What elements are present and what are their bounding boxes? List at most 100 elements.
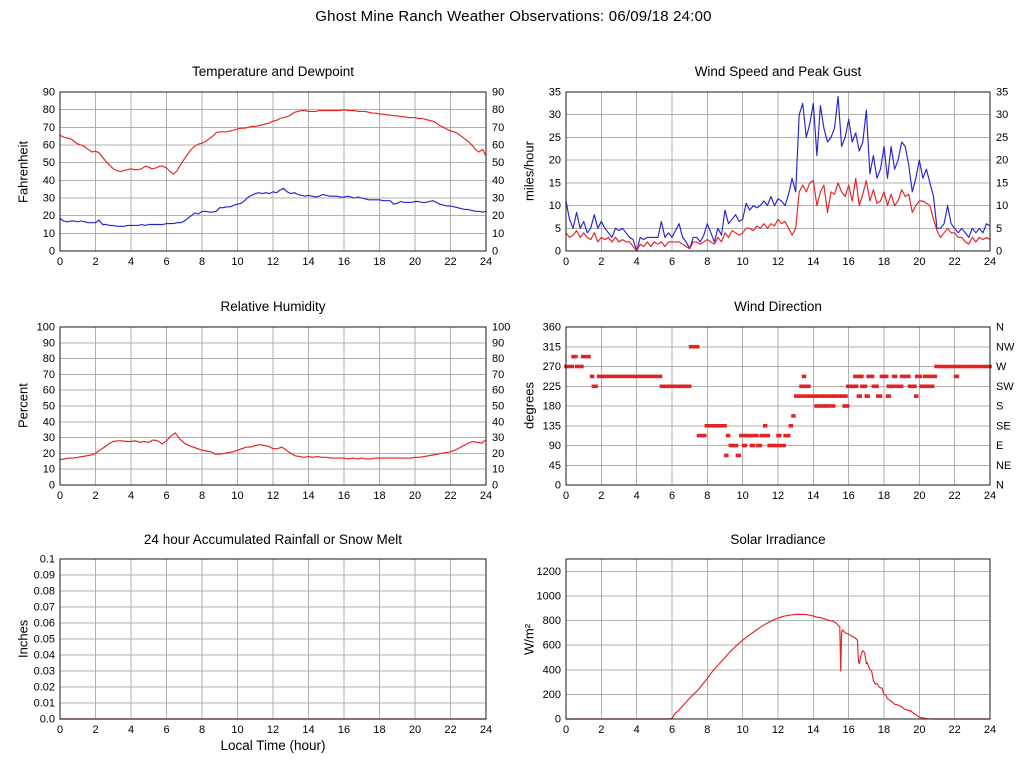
- series-solar-irradiance: [566, 613, 990, 720]
- x-tick-label: 2: [92, 256, 98, 268]
- x-tick-label: 18: [878, 490, 890, 502]
- x-tick-label: 24: [480, 724, 492, 736]
- y-tick-label-right: NW: [996, 341, 1015, 353]
- page-title: Ghost Mine Ranch Weather Observations: 0…: [315, 8, 712, 25]
- y-tick-label: 70: [43, 122, 55, 134]
- wind-direction-mark: [591, 384, 598, 389]
- wind-direction-mark: [725, 433, 731, 438]
- wind-direction-mark: [871, 384, 879, 389]
- wind-direction-mark: [589, 374, 595, 379]
- x-tick-label: 8: [704, 490, 710, 502]
- y-tick-label-right: 0: [996, 246, 1002, 258]
- y-tick-label-right: 90: [492, 337, 504, 349]
- chart-solar-irradiance: 0 200 400 600 800 1000 1200 0 2 4 6 8 10 12 14 16 18 20 22…: [520, 553, 1027, 744]
- x-tick-label: 4: [634, 724, 640, 736]
- wind-direction-mark: [953, 374, 960, 379]
- x-tick-label: 8: [199, 490, 205, 502]
- y-tick-label: 80: [43, 353, 55, 365]
- y-tick-label: 200: [543, 689, 561, 701]
- x-tick-label: 14: [302, 490, 314, 502]
- wind-direction-mark: [842, 404, 850, 408]
- x-tick-label: 22: [444, 256, 456, 268]
- wind-direction-mark: [814, 404, 822, 408]
- x-tick-label: 6: [163, 724, 169, 736]
- y-tick-label: 360: [543, 322, 561, 334]
- wind-direction-mark: [749, 443, 756, 448]
- x-tick-label: 2: [598, 724, 604, 736]
- y-tick-label: 0.0: [40, 714, 55, 726]
- y-tick-label: 50: [43, 401, 55, 413]
- wind-direction-mark: [876, 394, 883, 398]
- y-tick-label-right: 20: [492, 448, 504, 460]
- x-tick-label: 22: [949, 256, 961, 268]
- y-tick-label: 90: [43, 87, 55, 99]
- y-tick-label-right: 40: [492, 175, 504, 187]
- x-tick-label: 4: [634, 256, 640, 268]
- y-tick-label: 0.02: [34, 682, 55, 694]
- chart-relative-humidity: 0 0 10 10 20 20 30 30 40 40 50 50 60 60 70 70 80 80 90 90 10…: [14, 321, 526, 510]
- x-tick-label: 0: [563, 724, 569, 736]
- x-tick-label: 14: [302, 724, 314, 736]
- y-tick-label: 0.06: [34, 618, 55, 630]
- y-tick-label-right: 70: [492, 369, 504, 381]
- panel-title-temperature: Temperature and Dewpoint: [191, 64, 355, 79]
- wind-direction-mark: [820, 404, 826, 408]
- x-axis-label: Local Time (hour): [220, 738, 326, 753]
- wind-direction-mark: [696, 433, 707, 438]
- x-tick-label: 12: [267, 724, 279, 736]
- wind-direction-mark: [922, 374, 937, 379]
- y-tick-label-right: SE: [996, 420, 1011, 432]
- y-tick-label-right: 5: [996, 223, 1002, 235]
- wind-direction-mark: [764, 433, 771, 438]
- y-tick-label: 180: [543, 401, 561, 413]
- x-tick-label: 22: [444, 724, 456, 736]
- x-tick-label: 8: [199, 256, 205, 268]
- series-relative-humidity: [59, 432, 487, 461]
- x-tick-label: 20: [913, 256, 925, 268]
- x-tick-label: 14: [807, 256, 819, 268]
- y-tick-label: 40: [43, 175, 55, 187]
- panel-title-humidity: Relative Humidity: [220, 299, 326, 314]
- wind-direction-mark: [724, 453, 729, 458]
- y-tick-label: 30: [549, 109, 561, 121]
- y-tick-label-right: 10: [492, 228, 504, 240]
- x-tick-label: 24: [984, 256, 996, 268]
- y-tick-label: 45: [549, 460, 561, 472]
- y-tick-label: 315: [543, 341, 561, 353]
- panel-title-solar: Solar Irradiance: [730, 532, 826, 547]
- plot-border: [59, 326, 487, 486]
- y-tick-label: 0.01: [34, 698, 55, 710]
- x-tick-label: 14: [807, 490, 819, 502]
- x-tick-label: 10: [231, 724, 243, 736]
- wind-direction-mark: [907, 384, 917, 389]
- y-tick-label-right: 60: [492, 385, 504, 397]
- wind-direction-mark: [776, 433, 782, 438]
- wind-direction-mark: [659, 384, 692, 389]
- wind-direction-mark: [851, 384, 859, 389]
- x-tick-label: 12: [267, 490, 279, 502]
- x-tick-label: 20: [913, 490, 925, 502]
- y-tick-label: 1000: [537, 590, 561, 602]
- x-tick-label: 2: [92, 490, 98, 502]
- y-tick-label: 0.1: [40, 554, 55, 566]
- x-tick-label: 10: [737, 724, 749, 736]
- x-tick-label: 22: [949, 490, 961, 502]
- wind-direction-mark: [846, 384, 854, 389]
- y-tick-label-right: 30: [492, 193, 504, 205]
- wind-direction-mark: [832, 394, 842, 398]
- wind-direction-mark: [824, 404, 831, 408]
- wind-direction-mark: [803, 384, 811, 389]
- x-tick-label: 18: [373, 724, 385, 736]
- wind-direction-mark: [919, 384, 932, 389]
- x-tick-label: 14: [807, 724, 819, 736]
- wind-direction-mark: [759, 433, 766, 438]
- y-tick-label-right: 70: [492, 122, 504, 134]
- wind-direction-mark: [886, 384, 896, 389]
- y-tick-label-right: 25: [996, 132, 1008, 144]
